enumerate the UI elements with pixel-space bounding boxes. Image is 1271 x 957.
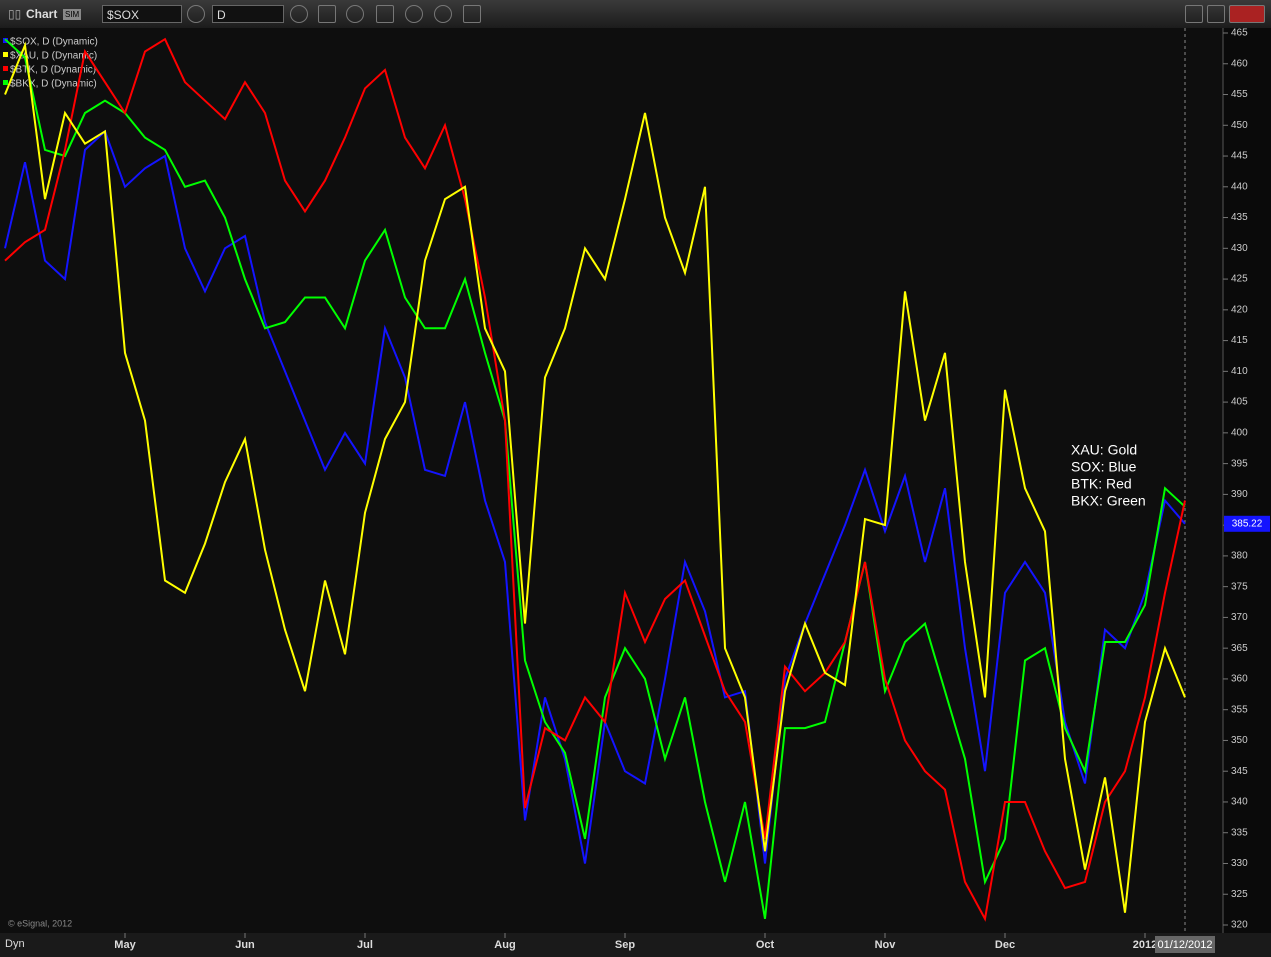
- legend-label: $SOX, D (Dynamic): [10, 37, 98, 48]
- alert-button[interactable]: [434, 5, 452, 23]
- mode-label: Dyn: [5, 938, 25, 950]
- maximize-button[interactable]: [1207, 5, 1225, 23]
- y-tick-label: 415: [1231, 335, 1248, 346]
- close-button[interactable]: [1229, 5, 1265, 23]
- x-tick-label: Jul: [357, 939, 373, 951]
- y-tick-label: 460: [1231, 58, 1248, 69]
- symbol-input[interactable]: $SOX: [102, 5, 182, 23]
- minimize-button[interactable]: [1185, 5, 1203, 23]
- play-button[interactable]: [405, 5, 423, 23]
- y-tick-label: 340: [1231, 797, 1248, 808]
- y-tick-label: 390: [1231, 489, 1248, 500]
- y-tick-label: 355: [1231, 704, 1248, 715]
- y-tick-label: 350: [1231, 735, 1248, 746]
- y-tick-label: 330: [1231, 858, 1248, 869]
- annotation: BKX: Green: [1071, 493, 1146, 509]
- y-tick-label: 420: [1231, 304, 1248, 315]
- y-tick-label: 325: [1231, 889, 1248, 900]
- x-tick-label: Dec: [995, 939, 1015, 951]
- annotation: SOX: Blue: [1071, 459, 1137, 475]
- y-tick-label: 320: [1231, 920, 1248, 931]
- y-tick-label: 440: [1231, 181, 1248, 192]
- tools-button[interactable]: [463, 5, 481, 23]
- y-tick-label: 410: [1231, 366, 1248, 377]
- series-line: [4, 41, 1186, 913]
- y-tick-label: 360: [1231, 674, 1248, 685]
- series-line: [4, 129, 1186, 864]
- y-tick-label: 435: [1231, 212, 1248, 223]
- plot-area: [0, 28, 1223, 933]
- y-tick-label: 465: [1231, 28, 1248, 39]
- y-tick-label: 370: [1231, 612, 1248, 623]
- annotation: XAU: Gold: [1071, 442, 1137, 458]
- y-tick-label: 335: [1231, 827, 1248, 838]
- toolbar: ▯▯ Chart SIM $SOX D: [0, 0, 1271, 29]
- y-tick-label: 405: [1231, 397, 1248, 408]
- last-value-box: [1224, 515, 1270, 532]
- annotation: BTK: Red: [1071, 476, 1132, 492]
- y-tick-label: 345: [1231, 766, 1248, 777]
- y-tick-label: 455: [1231, 89, 1248, 100]
- copyright: © eSignal, 2012: [8, 918, 72, 928]
- window-title: Chart: [26, 7, 58, 21]
- chart: © eSignal, 2012 Dyn $SOX, D (Dynamic) $XA…: [0, 28, 1271, 957]
- x-tick-label: Aug: [494, 939, 515, 951]
- legend-label: $XAU, D (Dynamic): [10, 51, 97, 62]
- clock-button[interactable]: [290, 5, 308, 23]
- series-line: [4, 38, 1186, 919]
- x-tick-label: Jun: [235, 939, 255, 951]
- cursor-label: 01/12/2012: [1157, 939, 1212, 951]
- y-tick-label: 425: [1231, 274, 1248, 285]
- draw-button[interactable]: [318, 5, 336, 23]
- y-tick-label: 395: [1231, 458, 1248, 469]
- y-tick-label: 400: [1231, 428, 1248, 439]
- y-tick-label: 450: [1231, 120, 1248, 131]
- y-tick-label: 445: [1231, 151, 1248, 162]
- x-tick-label: 2012: [1133, 939, 1157, 951]
- legend-label: $BKX, D (Dynamic): [10, 79, 97, 90]
- link-button[interactable]: [187, 5, 205, 23]
- x-tick-label: Sep: [615, 939, 635, 951]
- time-axis: [0, 933, 1271, 957]
- last-value-label: 385.22: [1232, 518, 1263, 529]
- get-button[interactable]: [376, 5, 394, 23]
- x-tick-label: Oct: [756, 939, 775, 951]
- y-tick-label: 430: [1231, 243, 1248, 254]
- x-tick-label: May: [114, 939, 136, 951]
- legend-swatch: [3, 52, 8, 57]
- sim-badge: SIM: [63, 9, 82, 20]
- price-axis: [1223, 28, 1271, 957]
- series-line: [4, 37, 1186, 922]
- x-tick-label: Nov: [875, 939, 897, 951]
- y-tick-label: 375: [1231, 581, 1248, 592]
- legend-swatch: [3, 66, 8, 71]
- refresh-button[interactable]: [346, 5, 364, 23]
- window-icon: ▯▯: [8, 7, 22, 21]
- y-tick-label: 365: [1231, 643, 1248, 654]
- legend-label: $BTK, D (Dynamic): [10, 65, 96, 76]
- y-tick-label: 380: [1231, 551, 1248, 562]
- legend-swatch: [3, 80, 8, 85]
- cursor-label-box: [1155, 936, 1215, 953]
- interval-input[interactable]: D: [212, 5, 284, 23]
